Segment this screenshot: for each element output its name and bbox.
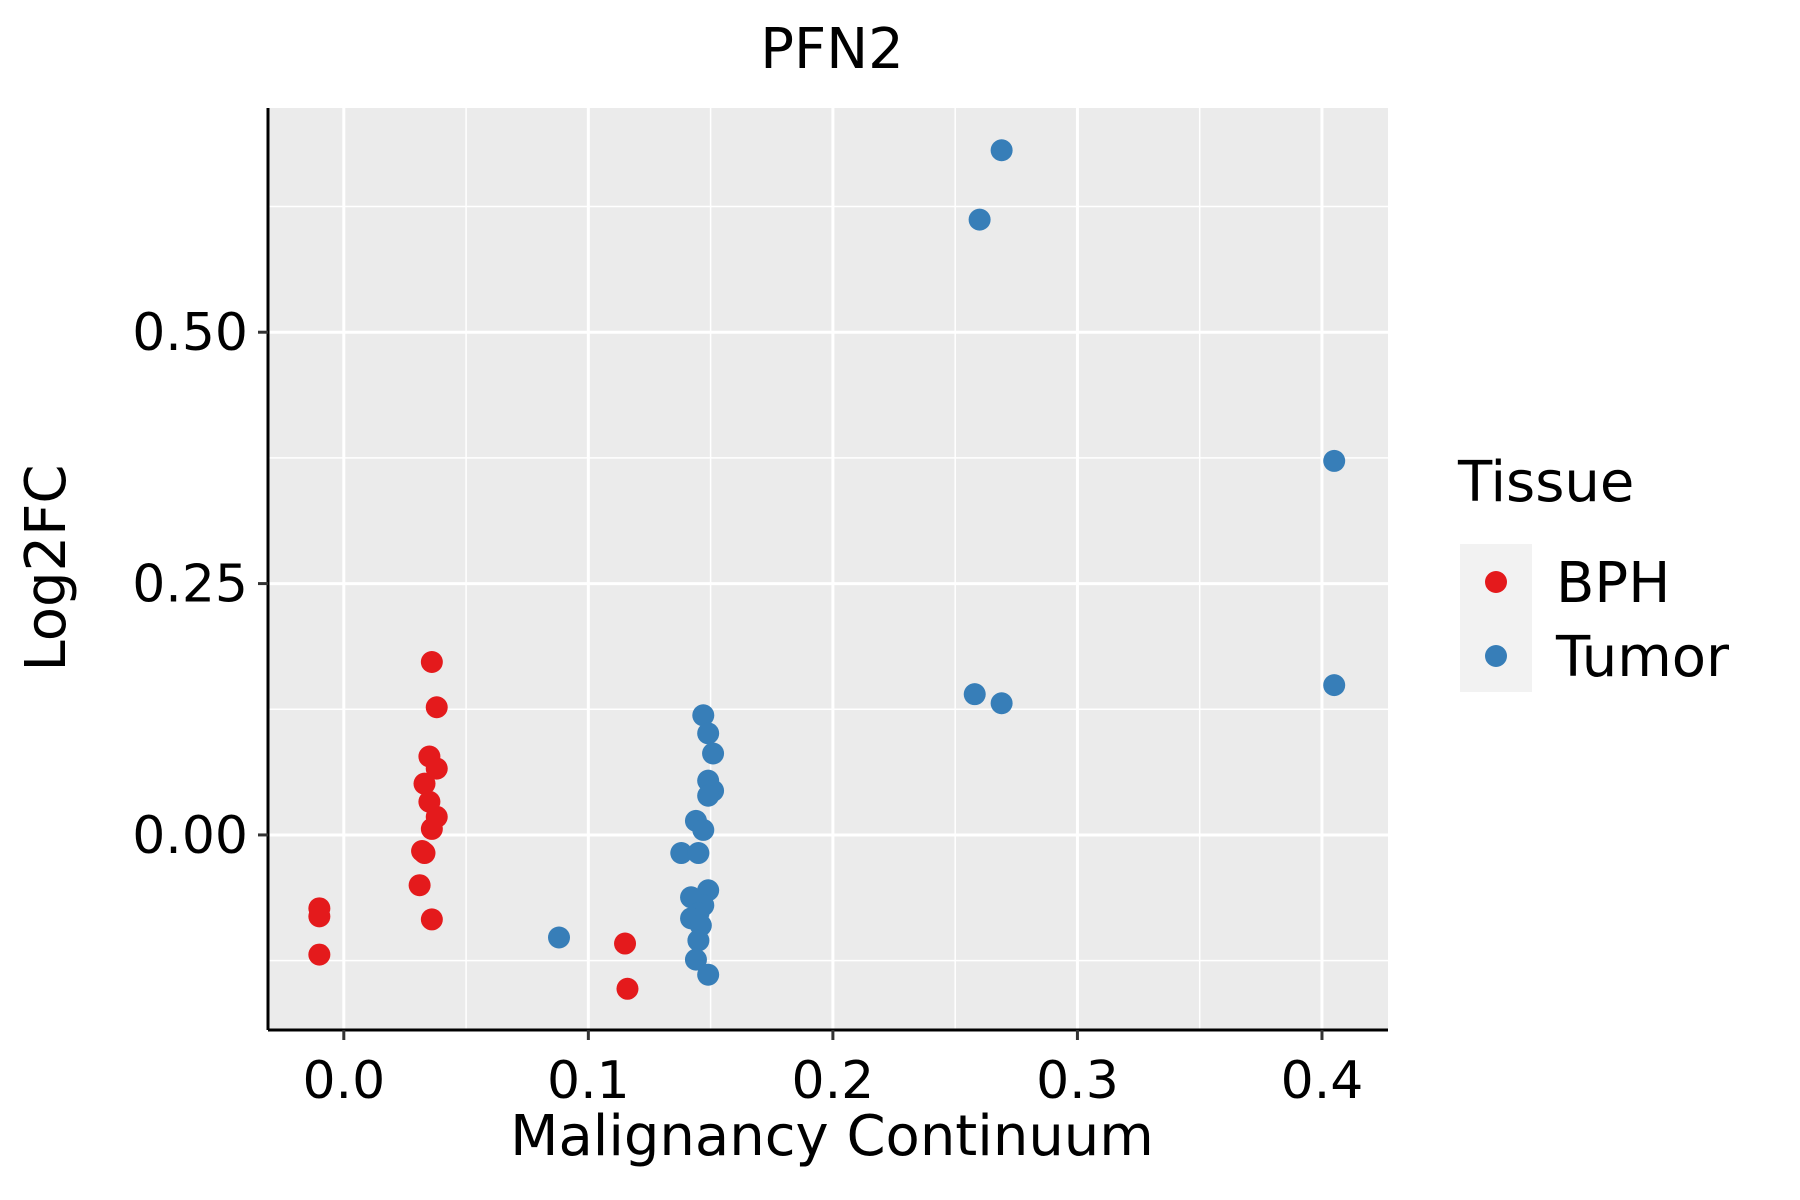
plot-title: PFN2 [760, 17, 904, 82]
data-points [308, 139, 1346, 1000]
data-point-bph [413, 842, 436, 865]
data-point-tumor [968, 208, 991, 231]
data-point-tumor [963, 683, 986, 706]
legend-title: Tissue [1457, 450, 1634, 515]
data-point-bph [614, 932, 637, 955]
data-point-tumor [990, 139, 1013, 162]
y-tick-label: 0.25 [132, 555, 248, 615]
legend-label-tumor: Tumor [1555, 625, 1730, 690]
major-gridlines [268, 108, 1388, 1030]
legend-key-bph [1485, 571, 1507, 593]
data-point-bph [616, 977, 639, 1000]
data-point-tumor [687, 842, 710, 865]
x-tick-label: 0.3 [1036, 1051, 1119, 1111]
data-point-tumor [1323, 674, 1346, 697]
x-axis-ticks: 0.0 0.1 0.2 0.3 0.4 [302, 1030, 1363, 1111]
legend-key-background [1460, 544, 1532, 692]
data-point-bph [408, 874, 431, 897]
plot-panel [268, 108, 1388, 1030]
data-point-tumor [692, 704, 715, 727]
y-axis-ticks: 0.00 0.25 0.50 [132, 303, 268, 866]
legend-key-tumor [1485, 645, 1507, 667]
x-tick-label: 0.0 [302, 1051, 385, 1111]
data-point-tumor [687, 929, 710, 952]
data-point-bph [425, 696, 448, 719]
data-point-tumor [697, 784, 720, 807]
x-tick-label: 0.1 [547, 1051, 630, 1111]
data-point-bph [308, 905, 331, 928]
data-point-tumor [670, 842, 693, 865]
y-tick-label: 0.50 [132, 303, 248, 363]
data-point-tumor [692, 818, 715, 841]
data-point-bph [420, 651, 443, 674]
minor-gridlines [268, 108, 1388, 1030]
data-point-bph [308, 943, 331, 966]
x-axis-title: Malignancy Continuum [510, 1104, 1154, 1169]
legend: Tissue BPH Tumor [1457, 450, 1730, 692]
data-point-tumor [1323, 449, 1346, 472]
data-point-tumor [697, 722, 720, 745]
data-point-tumor [684, 948, 707, 971]
legend-label-bph: BPH [1556, 551, 1670, 616]
data-point-tumor [990, 692, 1013, 715]
data-point-bph [425, 757, 448, 780]
y-tick-label: 0.00 [132, 806, 248, 866]
x-tick-label: 0.4 [1281, 1051, 1364, 1111]
data-point-bph [420, 908, 443, 931]
y-axis-title: Log2FC [14, 465, 79, 672]
data-point-tumor [702, 742, 725, 765]
data-point-bph [413, 772, 436, 795]
data-point-tumor [697, 963, 720, 986]
x-tick-label: 0.2 [792, 1051, 875, 1111]
data-point-tumor [548, 926, 571, 949]
data-point-bph [420, 817, 443, 840]
